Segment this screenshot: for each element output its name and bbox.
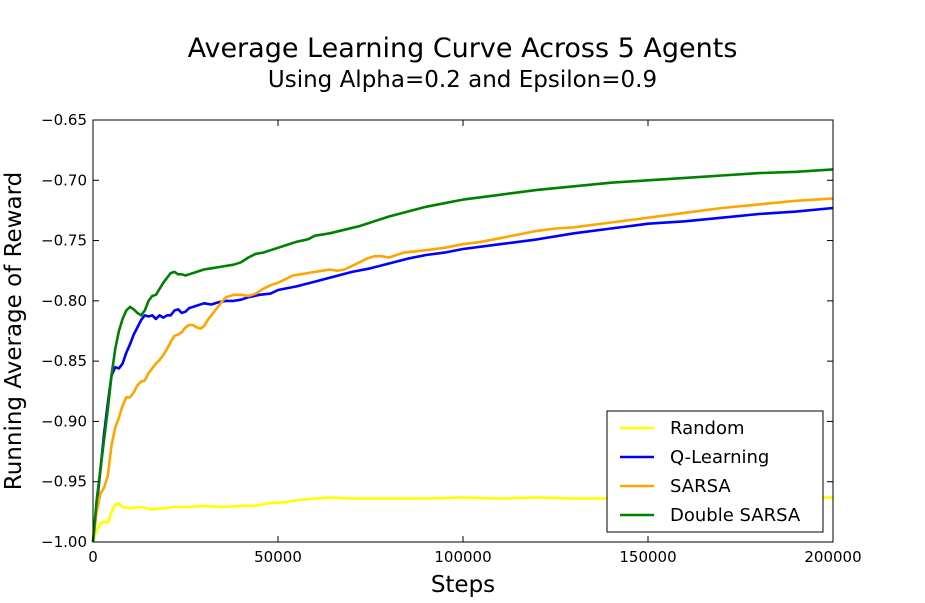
x-axis-label: Steps: [431, 572, 495, 598]
x-tick-label: 50000: [254, 548, 302, 566]
chart-subtitle: Using Alpha=0.2 and Epsilon=0.9: [267, 67, 658, 93]
y-tick-label: −0.75: [41, 232, 87, 250]
y-tick-label: −0.65: [41, 111, 87, 129]
series-line-random: [91, 496, 833, 543]
legend-box: [606, 410, 824, 533]
legend-label: Q-Learning: [670, 447, 769, 468]
series-line-double-sarsa: [91, 168, 834, 543]
x-axis: 0 50000 100000 150000 200000: [88, 120, 862, 566]
series-lines: [91, 168, 834, 543]
x-tick-label: 150000: [619, 548, 676, 566]
y-axis: −1.00 −0.95 −0.90 −0.85 −0.80 −0.75 −0.70 −0.65: [41, 111, 833, 551]
y-tick-label: −0.70: [41, 171, 87, 189]
y-tick-label: −1.00: [41, 533, 87, 551]
legend-label: Double SARSA: [670, 505, 801, 526]
legend: Random Q-Learning SARSA Double SARSA: [606, 410, 824, 533]
x-tick-label: 0: [88, 548, 98, 566]
y-tick-label: −0.85: [41, 352, 87, 370]
legend-label: Random: [670, 418, 745, 439]
y-tick-label: −0.95: [41, 473, 87, 491]
legend-label: SARSA: [670, 476, 731, 497]
x-tick-label: 100000: [434, 548, 491, 566]
chart-title: Average Learning Curve Across 5 Agents: [187, 33, 738, 64]
y-tick-label: −0.90: [41, 412, 87, 430]
series-line-q-learning: [91, 206, 834, 543]
series-line-sarsa: [91, 197, 834, 543]
x-tick-label: 200000: [804, 548, 861, 566]
y-tick-label: −0.80: [41, 292, 87, 310]
y-axis-label: Running Average of Reward: [1, 172, 27, 490]
